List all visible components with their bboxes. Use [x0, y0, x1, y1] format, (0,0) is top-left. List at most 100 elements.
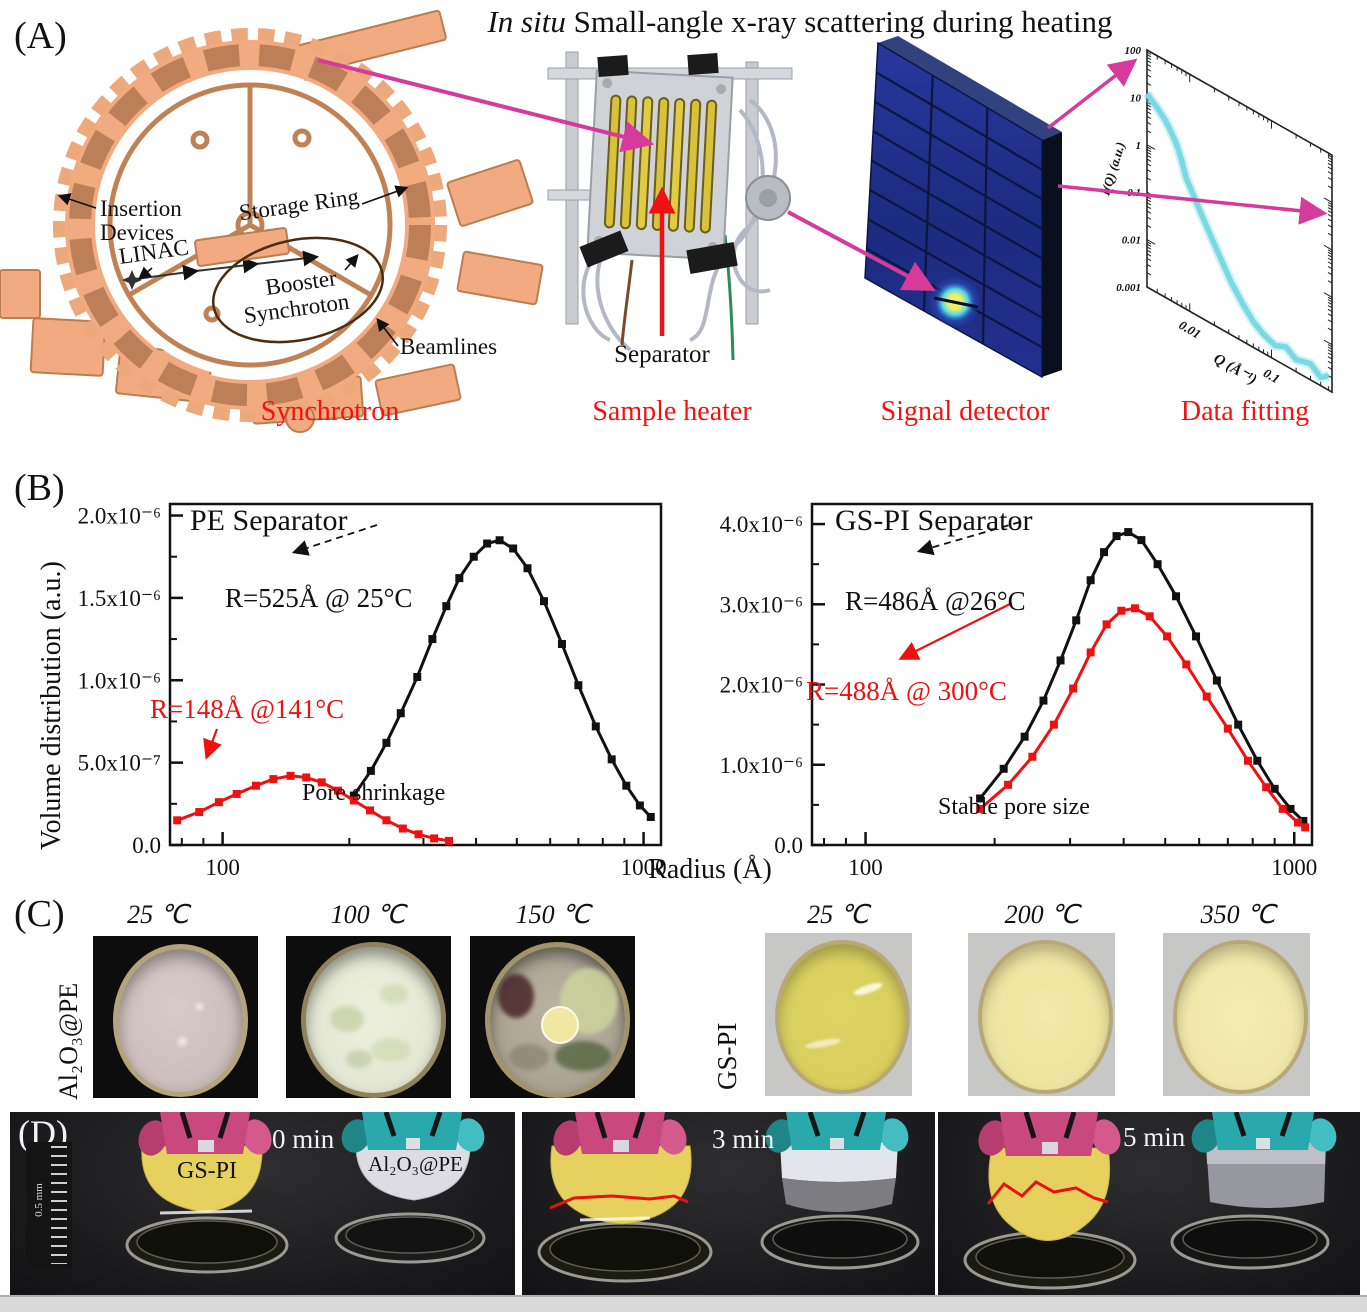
fit-x-tick: 0.1	[1261, 365, 1283, 386]
fit-y-tick: 100	[1125, 45, 1142, 57]
fit-y-tick: 10	[1130, 92, 1142, 104]
data-point	[635, 801, 644, 810]
data-point	[523, 564, 532, 573]
dish-gspi-25c	[775, 939, 910, 1095]
data-point	[1117, 606, 1126, 615]
panel-a-title: In situ Small-angle x-ray scattering dur…	[430, 4, 1170, 40]
c-temp-350: 350 ℃	[1200, 900, 1276, 929]
c-temp-200: 200 ℃	[1004, 900, 1080, 929]
d-frame3-art	[963, 1112, 1337, 1290]
data-point	[1253, 756, 1262, 765]
data-point	[483, 539, 492, 548]
chart-gspi-separator: 100 1000 0.0 1.0x10⁻⁶ 2.0x10⁻⁶ 3.0x10⁻⁶ 4.0x10…	[720, 502, 1317, 880]
c-temp-100: 100 ℃	[330, 900, 406, 929]
data-point	[1301, 823, 1310, 832]
pink-binder-clip	[978, 1112, 1121, 1156]
c-right-row-label: GS-PI	[712, 1022, 742, 1090]
data-point	[1086, 576, 1095, 585]
data-point	[366, 766, 375, 775]
c-temp-25-right: 25 ℃	[807, 900, 869, 929]
al2o3pe-sheet-melting	[782, 1178, 896, 1212]
title-rest: Small-angle x-ray scattering during heat…	[565, 4, 1113, 39]
booster-ring	[211, 236, 385, 344]
data-point	[430, 834, 439, 843]
data-point	[334, 786, 343, 795]
data-point	[539, 597, 548, 606]
d-frame-5min: 5 min	[938, 1112, 1360, 1298]
data-point	[1182, 660, 1191, 669]
data-point	[976, 794, 985, 803]
y-tick-label: 5.0x10⁻⁷	[78, 751, 161, 776]
data-point	[398, 824, 407, 833]
data-point	[1039, 696, 1048, 705]
data-point	[1163, 632, 1172, 641]
al2o3pe-sheet	[780, 1142, 898, 1182]
gspi-sheet	[550, 1145, 692, 1225]
gspi-black-peak-arrow	[916, 521, 1021, 556]
linac-source-star	[122, 270, 142, 290]
signal-detector-image	[864, 36, 1062, 379]
data-point	[173, 816, 182, 825]
b-x-axis-title: Radius (Å)	[648, 854, 772, 885]
data-point	[1299, 816, 1308, 825]
fit-x-tick: 0.01	[1176, 317, 1203, 341]
fit-curve	[1144, 92, 1330, 381]
ring-shading	[69, 44, 431, 406]
data-point	[622, 781, 631, 790]
c-temp-150: 150 ℃	[515, 900, 591, 929]
data-point	[442, 602, 451, 611]
fit-x-axis-label: Q (Å⁻¹)	[1211, 351, 1260, 388]
data-point	[251, 781, 260, 790]
pink-binder-clip	[553, 1112, 687, 1156]
caption-data-fitting: Data fitting	[1180, 396, 1310, 427]
photo-gspi-350c	[1163, 933, 1310, 1096]
d-time-0min: 0 min	[272, 1124, 335, 1154]
data-point	[1234, 720, 1243, 729]
detector-side-face	[1042, 132, 1062, 377]
data-point	[413, 672, 422, 681]
teal-binder-clip	[765, 1112, 909, 1153]
data-point	[509, 544, 518, 553]
dish-25c-left	[112, 944, 249, 1097]
data-point	[269, 775, 278, 784]
fit-plot-frame	[1146, 48, 1333, 394]
panel-b-label: (B)	[14, 467, 65, 509]
data-point	[1072, 616, 1081, 625]
c-temp-25-left: 25 ℃	[127, 900, 189, 929]
al2o3pe-sheet	[355, 1141, 471, 1201]
gspi-chart-title: GS-PI Separator	[835, 504, 1033, 537]
data-point	[1270, 784, 1279, 793]
sample-heater-photo: Separator	[547, 51, 793, 368]
pe-black-annotation: R=525Å @ 25°C	[225, 583, 413, 613]
data-point	[1102, 620, 1111, 629]
pe-black-peak-arrow	[291, 524, 378, 556]
fit-y-tick: 0.1	[1127, 187, 1141, 199]
ruler-label: 0.5 mm	[32, 1183, 45, 1217]
outer-ring	[65, 40, 435, 410]
chart-pe-separator: 100 1000 0.0 5.0x10⁻⁷ 1.0x10⁻⁶ 1.5x10⁻⁶ 2.0x10…	[78, 502, 667, 880]
data-point	[1223, 724, 1232, 733]
data-point	[1172, 592, 1181, 601]
data-point	[1086, 648, 1095, 657]
title-italic: In situ	[487, 4, 566, 39]
caption-sample-heater: Sample heater	[592, 396, 752, 427]
caption-synchrotron: Synchrotron	[260, 396, 400, 427]
d-frame2-art	[537, 1112, 920, 1283]
data-point	[999, 764, 1008, 773]
data-point	[214, 798, 223, 807]
brown-wire	[620, 259, 634, 346]
data-point	[557, 640, 566, 649]
melt-line-annotation	[549, 1194, 689, 1210]
panel-c-label: (C)	[14, 893, 65, 935]
teal-binder-clip	[1191, 1112, 1337, 1153]
beamstop-slit	[933, 296, 979, 309]
x-tick-label: 100	[848, 855, 883, 880]
y-tick-label: 1.0x10⁻⁶	[720, 753, 803, 778]
c-left-row-label: Al₂O₃@PE	[54, 982, 83, 1100]
series-line	[978, 530, 1305, 823]
data-point	[1278, 804, 1287, 813]
data-point	[349, 791, 358, 800]
data-point	[1212, 676, 1221, 685]
beamlines-label: Beamlines	[400, 334, 497, 359]
